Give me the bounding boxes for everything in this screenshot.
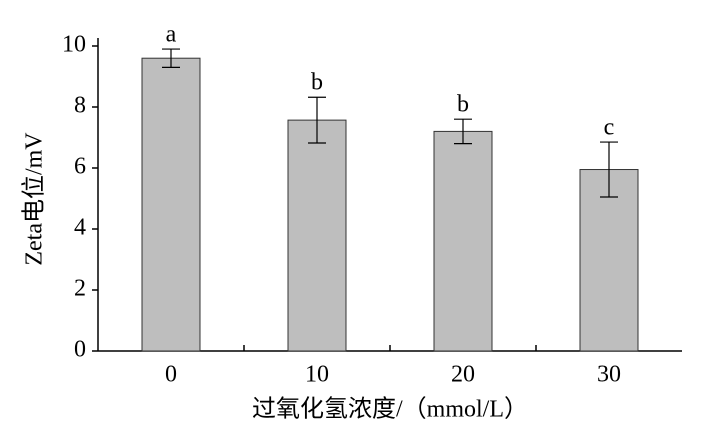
y-axis-label: Zeta电位/mV — [21, 132, 48, 266]
y-tick-label: 8 — [74, 93, 86, 119]
y-tick-label: 10 — [62, 32, 86, 58]
x-tick-label: 10 — [305, 362, 329, 388]
x-tick-label: 20 — [451, 362, 475, 388]
x-axis-label: 过氧化氢浓度/（mmol/L） — [252, 396, 528, 423]
y-tick-label: 6 — [74, 154, 86, 180]
x-tick-label: 0 — [165, 362, 177, 388]
x-tick-label: 30 — [597, 362, 621, 388]
bar — [141, 57, 201, 352]
significance-label: a — [166, 22, 177, 48]
bar — [433, 130, 493, 352]
significance-label: b — [311, 70, 323, 96]
significance-label: c — [604, 115, 615, 141]
y-tick-label: 0 — [74, 337, 86, 363]
significance-label: b — [457, 92, 469, 118]
bar — [579, 169, 639, 352]
bar — [287, 119, 347, 352]
y-tick-label: 4 — [74, 215, 86, 241]
y-tick-label: 2 — [74, 276, 86, 302]
